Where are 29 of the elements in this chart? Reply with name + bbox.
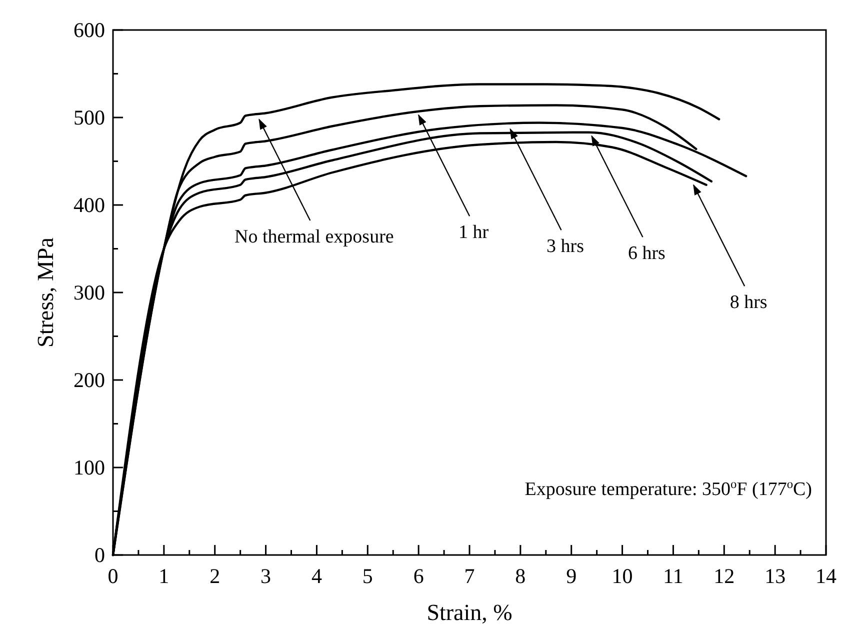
y-tick-label: 100 [74,456,105,480]
x-tick-label: 5 [362,564,373,588]
annotation: 8 hrs [730,292,768,314]
y-tick-label: 500 [74,106,105,130]
x-tick-label: 6 [413,564,424,588]
annotation: No thermal exposure [234,226,394,248]
y-tick-label: 400 [74,193,105,217]
y-tick-label: 300 [74,280,105,304]
x-tick-label: 4 [311,564,322,588]
y-tick-label: 200 [74,368,105,392]
x-tick-label: 1 [158,564,170,588]
x-tick-label: 9 [566,564,577,588]
x-tick-label: 13 [764,564,786,588]
y-axis-title: Stress, MPa [33,238,58,348]
annotation: 6 hrs [628,243,666,264]
annotation: 1 hr [458,222,490,244]
x-tick-label: 7 [464,564,475,588]
x-axis-title: Strain, % [426,600,512,625]
x-tick-label: 11 [663,564,684,588]
y-tick-label: 0 [94,543,105,567]
x-tick-label: 10 [612,564,633,588]
x-tick-label: 14 [816,564,837,588]
annotation: Exposure temperature: 350$^{o}$F (177$^{o}$C) [524,477,812,500]
annotation: 3 hrs [546,236,584,258]
y-tick-label: 600 [74,18,105,42]
x-tick-label: 2 [210,564,220,588]
x-tick-label: 12 [714,564,735,588]
x-tick-label: 3 [260,564,272,588]
x-tick-label: 8 [515,564,526,588]
